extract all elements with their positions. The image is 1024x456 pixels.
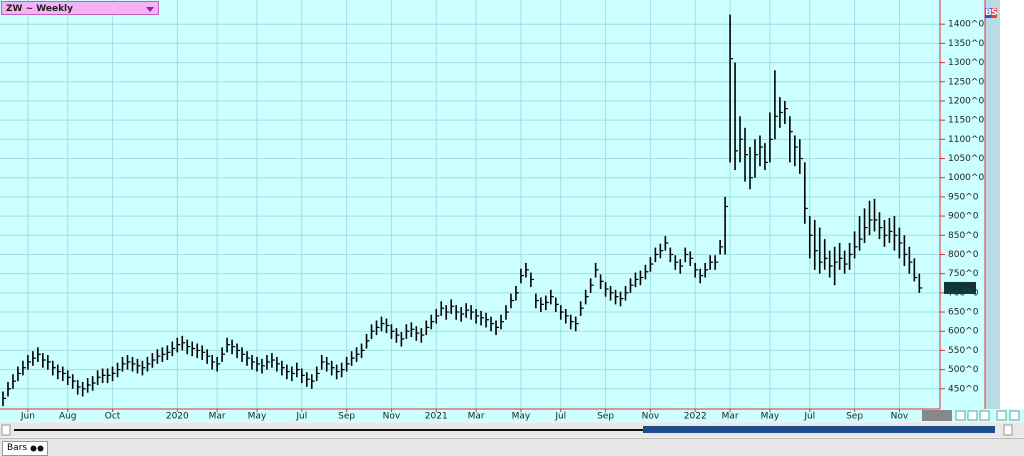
x-tick-label: Sep xyxy=(846,412,863,422)
y-tick-label: 600^0 xyxy=(948,327,979,337)
tab-icon xyxy=(30,445,44,452)
x-tick-label: Aug xyxy=(59,412,77,422)
scroll-thumb[interactable] xyxy=(643,426,995,433)
x-tick-label: Nov xyxy=(891,412,909,422)
y-tick-label: 550^0 xyxy=(948,346,979,356)
y-tick-label: 750^0 xyxy=(948,269,979,279)
x-tick-label: 2021 xyxy=(425,412,448,422)
y-tick-label: 950^0 xyxy=(948,192,979,202)
axis-corner xyxy=(922,410,952,421)
x-tick-label: 2020 xyxy=(166,412,189,422)
symbol-dropdown[interactable]: ZW ~ Weekly xyxy=(1,1,159,15)
date-axis-panel xyxy=(0,410,1024,422)
zoom-button[interactable] xyxy=(955,410,966,421)
x-tick-label: Oct xyxy=(105,412,121,422)
y-tick-label: 1050^0 xyxy=(948,154,984,164)
y-tick-label: 1350^0 xyxy=(948,39,984,49)
right-strip xyxy=(985,0,1000,409)
y-tick-label: 1400^0 xyxy=(948,20,984,30)
x-tick-label: May xyxy=(248,412,267,422)
price-axis-panel xyxy=(940,0,985,409)
zoom-button[interactable] xyxy=(979,410,990,421)
x-tick-label: Jul xyxy=(295,412,307,422)
y-tick-label: 1150^0 xyxy=(948,116,984,126)
y-tick-label: 1000^0 xyxy=(948,173,984,183)
x-tick-label: Jul xyxy=(803,412,815,422)
zoom-buttons xyxy=(955,410,1020,421)
buy-button[interactable]: B xyxy=(985,8,992,18)
scroll-right-button[interactable] xyxy=(1003,424,1013,436)
y-tick-label: 1100^0 xyxy=(948,135,984,145)
x-tick-label: Mar xyxy=(468,412,485,422)
plot-area xyxy=(0,0,940,409)
x-tick-label: Nov xyxy=(642,412,660,422)
y-tick-label: 1250^0 xyxy=(948,77,984,87)
scroll-left-button[interactable] xyxy=(1,424,11,436)
x-tick-label: Mar xyxy=(722,412,739,422)
x-tick-label: Nov xyxy=(383,412,401,422)
sell-button[interactable]: S xyxy=(991,8,998,18)
last-price-box xyxy=(944,281,976,294)
zoom-button[interactable] xyxy=(1009,410,1020,421)
y-tick-label: 1300^0 xyxy=(948,58,984,68)
y-tick-label: 800^0 xyxy=(948,250,979,260)
zoom-button[interactable] xyxy=(996,410,1007,421)
zoom-button[interactable] xyxy=(967,410,978,421)
last-price-label: 712^6 xyxy=(946,283,977,293)
y-tick-label: 650^0 xyxy=(948,308,979,318)
chart: 450^0500^0550^0600^0650^0700^0750^0800^0… xyxy=(0,0,1024,437)
right-margin xyxy=(1000,0,1024,409)
y-tick-label: 1200^0 xyxy=(948,96,984,106)
x-tick-label: Sep xyxy=(338,412,355,422)
tab-bar: Bars xyxy=(0,438,1024,456)
x-tick-label: Jun xyxy=(20,412,35,422)
dropdown-arrow xyxy=(146,7,154,12)
x-tick-label: Mar xyxy=(209,412,226,422)
symbol-title: ZW ~ Weekly xyxy=(6,4,74,14)
x-tick-label: May xyxy=(512,412,531,422)
y-tick-label: 850^0 xyxy=(948,231,979,241)
x-tick-label: Sep xyxy=(597,412,614,422)
x-tick-label: 2022 xyxy=(684,412,707,422)
buy-sell-buttons: BS xyxy=(985,8,997,18)
y-tick-label: 900^0 xyxy=(948,212,979,222)
tab[interactable]: Bars xyxy=(2,441,49,456)
y-tick-label: 450^0 xyxy=(948,384,979,394)
x-tick-label: Jul xyxy=(554,412,566,422)
x-tick-label: May xyxy=(761,412,780,422)
tab-label: Bars xyxy=(7,443,28,453)
y-tick-label: 500^0 xyxy=(948,365,979,375)
